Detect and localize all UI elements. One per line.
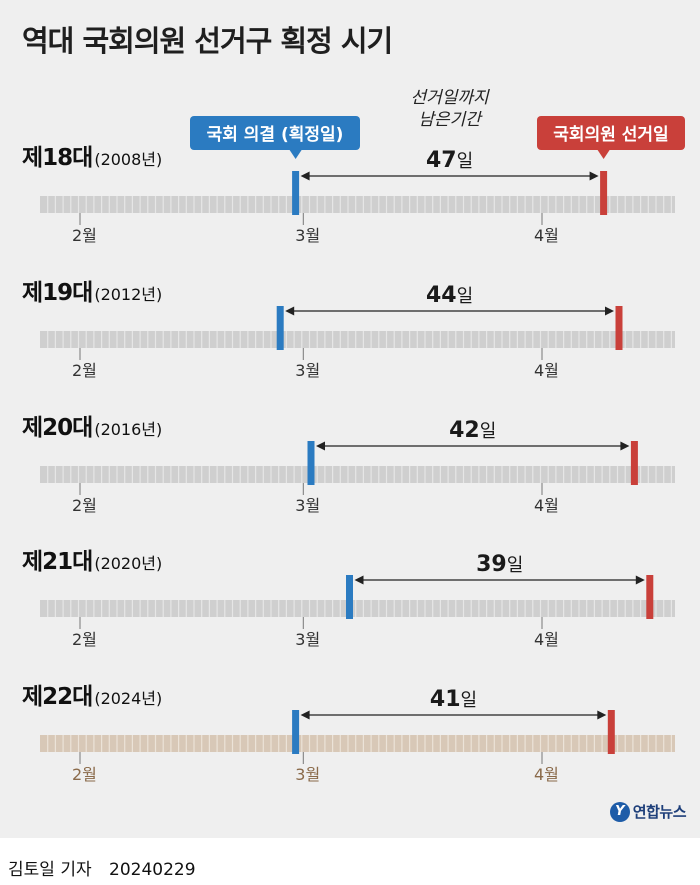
decision-callout-pointer bbox=[289, 150, 302, 159]
row-label: 제18대 (2008년) bbox=[22, 145, 162, 171]
track-bar bbox=[40, 466, 675, 483]
decision-callout-label: 국회 의결 (획정일) bbox=[207, 125, 344, 145]
decision-marker bbox=[346, 575, 353, 619]
month-label: 3월 bbox=[295, 496, 320, 515]
month-label: 2월 bbox=[72, 765, 97, 784]
row-label: 제22대 (2024년) bbox=[22, 684, 162, 710]
page-title: 역대 국회의원 선거구 획정 시기 bbox=[22, 24, 393, 58]
track-bar bbox=[40, 735, 675, 752]
month-label: 4월 bbox=[534, 765, 559, 784]
track-bar bbox=[40, 600, 675, 617]
row-label: 제20대 (2016년) bbox=[22, 415, 162, 441]
month-label: 3월 bbox=[295, 765, 320, 784]
row-label: 제21대 (2020년) bbox=[22, 549, 162, 575]
month-label: 3월 bbox=[295, 361, 320, 380]
month-label: 3월 bbox=[295, 226, 320, 245]
track-bar bbox=[40, 196, 675, 213]
decision-callout-box bbox=[190, 116, 360, 150]
month-label: 2월 bbox=[72, 361, 97, 380]
credit-date: 20240229 bbox=[109, 860, 196, 880]
month-label: 4월 bbox=[534, 226, 559, 245]
yonhap-logo: Y 연합뉴스 bbox=[609, 801, 687, 822]
credit-author: 김토일 기자 bbox=[8, 860, 92, 880]
span-arrow-head-left bbox=[354, 575, 364, 585]
span-arrow-head-right bbox=[635, 575, 645, 585]
span-arrow-head-left bbox=[285, 306, 295, 316]
decision-marker bbox=[292, 710, 300, 754]
days-count: 42일 bbox=[449, 418, 496, 443]
decision-marker bbox=[292, 171, 300, 215]
span-arrow-head-right bbox=[597, 710, 607, 720]
span-arrow-head-left bbox=[316, 441, 325, 451]
days-count: 44일 bbox=[426, 283, 473, 308]
election-marker bbox=[607, 710, 615, 754]
span-arrow-head-right bbox=[605, 306, 614, 316]
span-arrow-head-left bbox=[300, 171, 310, 181]
election-marker bbox=[615, 306, 623, 350]
month-label: 2월 bbox=[72, 226, 97, 245]
span-caption-line: 남은기간 bbox=[418, 110, 483, 130]
days-count: 47일 bbox=[426, 148, 473, 173]
credit-line: 김토일 기자 20240229 bbox=[8, 855, 208, 880]
days-count: 39일 bbox=[476, 552, 523, 577]
row-label: 제19대 (2012년) bbox=[22, 280, 162, 306]
month-label: 2월 bbox=[72, 630, 97, 649]
yonhap-logo-text: 연합뉴스 bbox=[632, 803, 687, 821]
election-marker bbox=[646, 575, 654, 619]
month-label: 4월 bbox=[534, 496, 559, 515]
span-arrow-head-left bbox=[300, 710, 310, 720]
span-arrow-head-right bbox=[589, 171, 599, 181]
days-count: 41일 bbox=[430, 687, 477, 712]
decision-marker bbox=[307, 441, 315, 485]
election-callout-label: 국회의원 선거일 bbox=[553, 125, 668, 145]
month-label: 4월 bbox=[534, 630, 559, 649]
month-label: 2월 bbox=[72, 496, 97, 515]
month-label: 4월 bbox=[534, 361, 559, 380]
election-callout-box bbox=[537, 116, 685, 150]
span-caption-line: 선거일까지 bbox=[410, 88, 490, 108]
month-label: 3월 bbox=[295, 630, 320, 649]
track-bar bbox=[40, 331, 675, 348]
yonhap-logo-icon: Y bbox=[609, 801, 630, 822]
election-marker bbox=[630, 441, 638, 485]
election-marker bbox=[600, 171, 608, 215]
timeline-chart: 2월 3월 4월 47일 제18대 (2008년) 국회 의결 (획정일) 국회의원 선거일 선… bbox=[22, 88, 685, 784]
decision-marker bbox=[276, 306, 284, 350]
span-arrow-head-right bbox=[620, 441, 630, 451]
election-callout-pointer bbox=[597, 150, 610, 159]
